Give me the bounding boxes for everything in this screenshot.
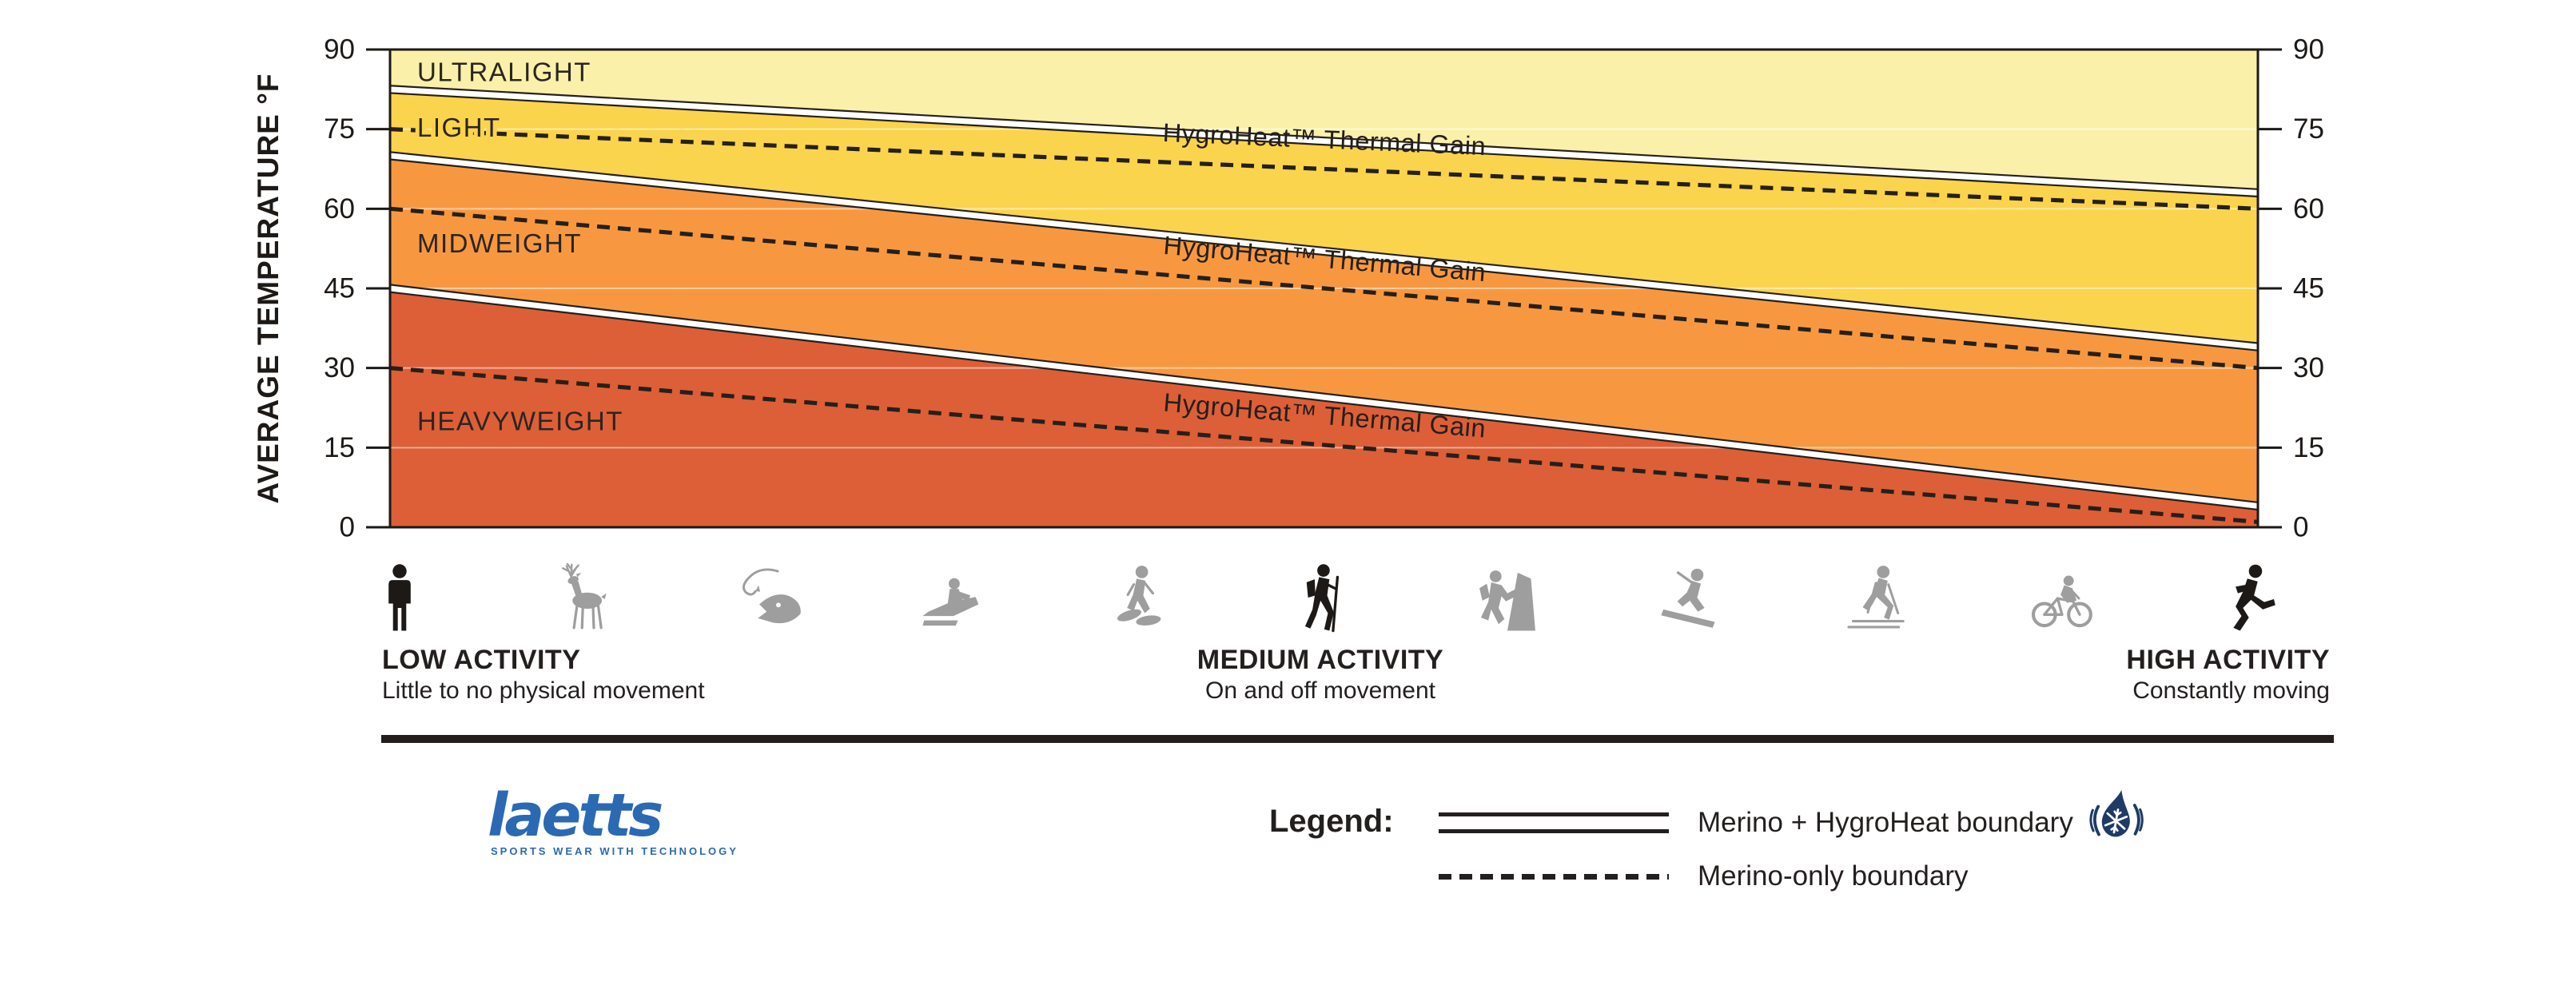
medium-activity-title: MEDIUM ACTIVITY [1196, 645, 1444, 675]
legend-item-label: Merino + HygroHeat boundary [1698, 807, 2073, 838]
y-tick-label-right-60: 60 [2293, 193, 2324, 224]
band-light [390, 89, 2258, 348]
y-tick-label-left-15: 15 [324, 432, 355, 463]
brand-logo-text: laetts [488, 781, 663, 850]
y-tick-label-left-90: 90 [324, 34, 355, 66]
legend-item-merino-boundary: Merino-only boundary [1439, 852, 1969, 901]
climbing-icon [1469, 559, 1546, 636]
hygroheat-boundary-edge [389, 151, 2259, 344]
y-tick-label-right-15: 15 [2293, 432, 2324, 463]
merino-only-line-2 [389, 366, 2259, 524]
fishing-icon [731, 559, 807, 636]
y-tick-label-right-75: 75 [2293, 113, 2324, 145]
y-tick-label-right-90: 90 [2293, 34, 2324, 66]
low-activity-subtitle: Little to no physical movement [382, 677, 705, 704]
band-heavyweight [390, 288, 2258, 527]
cycling-icon [2023, 559, 2100, 636]
hygroheat-boundary-0 [389, 85, 2259, 197]
dashed-line-symbol [1439, 873, 1669, 880]
y-tick-label-left-60: 60 [324, 193, 355, 224]
hygroheat-boundary-1 [389, 152, 2259, 351]
high-activity-label: HIGH ACTIVITY Constantly moving [1770, 644, 2330, 706]
separator-bar [381, 735, 2334, 743]
activity-icons-row [361, 554, 2284, 636]
hiking-icon [1284, 559, 1361, 636]
band-label-heavyweight: HEAVYWEIGHT [417, 407, 623, 436]
deer-hunting-icon [546, 559, 623, 636]
running-icon [2208, 559, 2284, 636]
temperature-activity-chart: ULTRALIGHTLIGHTMIDWEIGHTHEAVYWEIGHTHygro… [252, 34, 2324, 543]
snowshoeing-icon [1100, 559, 1177, 636]
y-tick-label-left-45: 45 [324, 273, 355, 304]
brand-logo-tagline: SPORTS WEAR WITH TECHNOLOGY [491, 845, 739, 857]
hygroheat-drop-icon [2086, 784, 2147, 856]
legend-item-label: Merino-only boundary [1698, 860, 1969, 892]
legend-title: Legend: [1269, 804, 1394, 839]
band-label-midweight: MIDWEIGHT [417, 228, 582, 258]
low-activity-title: LOW ACTIVITY [382, 645, 581, 675]
high-activity-subtitle: Constantly moving [2132, 677, 2330, 704]
hygroheat-boundary-edge [389, 158, 2259, 352]
medium-activity-subtitle: On and off movement [1205, 677, 1435, 704]
snowmobiling-icon [915, 559, 992, 636]
band-midweight [390, 155, 2258, 506]
hygroheat-boundary-2 [389, 284, 2259, 510]
hygroheat-boundary-edge [389, 92, 2259, 198]
hygroheat-boundary-edge [389, 284, 2259, 503]
y-axis-title: AVERAGE TEMPERATURE °F [252, 73, 285, 503]
y-tick-label-right-30: 30 [2293, 352, 2324, 383]
double-line-symbol [1439, 812, 1669, 833]
y-tick-label-right-45: 45 [2293, 273, 2324, 304]
brand-logo: laetts SPORTS WEAR WITH TECHNOLOGY [488, 781, 739, 857]
standing-person-icon [361, 559, 438, 636]
y-tick-label-left-0: 0 [340, 512, 355, 543]
band-label-light: LIGHT [417, 113, 501, 142]
band-ultralight [390, 50, 2258, 193]
legend-item-hygroheat-boundary: Merino + HygroHeat boundary [1439, 789, 2147, 852]
cross-country-skiing-icon [1838, 559, 1915, 636]
y-tick-label-left-30: 30 [324, 352, 355, 383]
medium-activity-label: MEDIUM ACTIVITY On and off movement [1001, 644, 1640, 706]
low-activity-label: LOW ACTIVITY Little to no physical movem… [382, 644, 705, 706]
snowboarding-icon [1654, 559, 1730, 636]
band-label-ultralight: ULTRALIGHT [417, 57, 591, 86]
hygroheat-boundary-edge [389, 85, 2259, 190]
high-activity-title: HIGH ACTIVITY [2126, 645, 2330, 675]
hygroheat-boundary-edge [389, 291, 2259, 511]
y-tick-label-right-0: 0 [2293, 512, 2308, 543]
merino-only-line-1 [389, 206, 2259, 371]
y-tick-label-left-75: 75 [324, 113, 355, 145]
